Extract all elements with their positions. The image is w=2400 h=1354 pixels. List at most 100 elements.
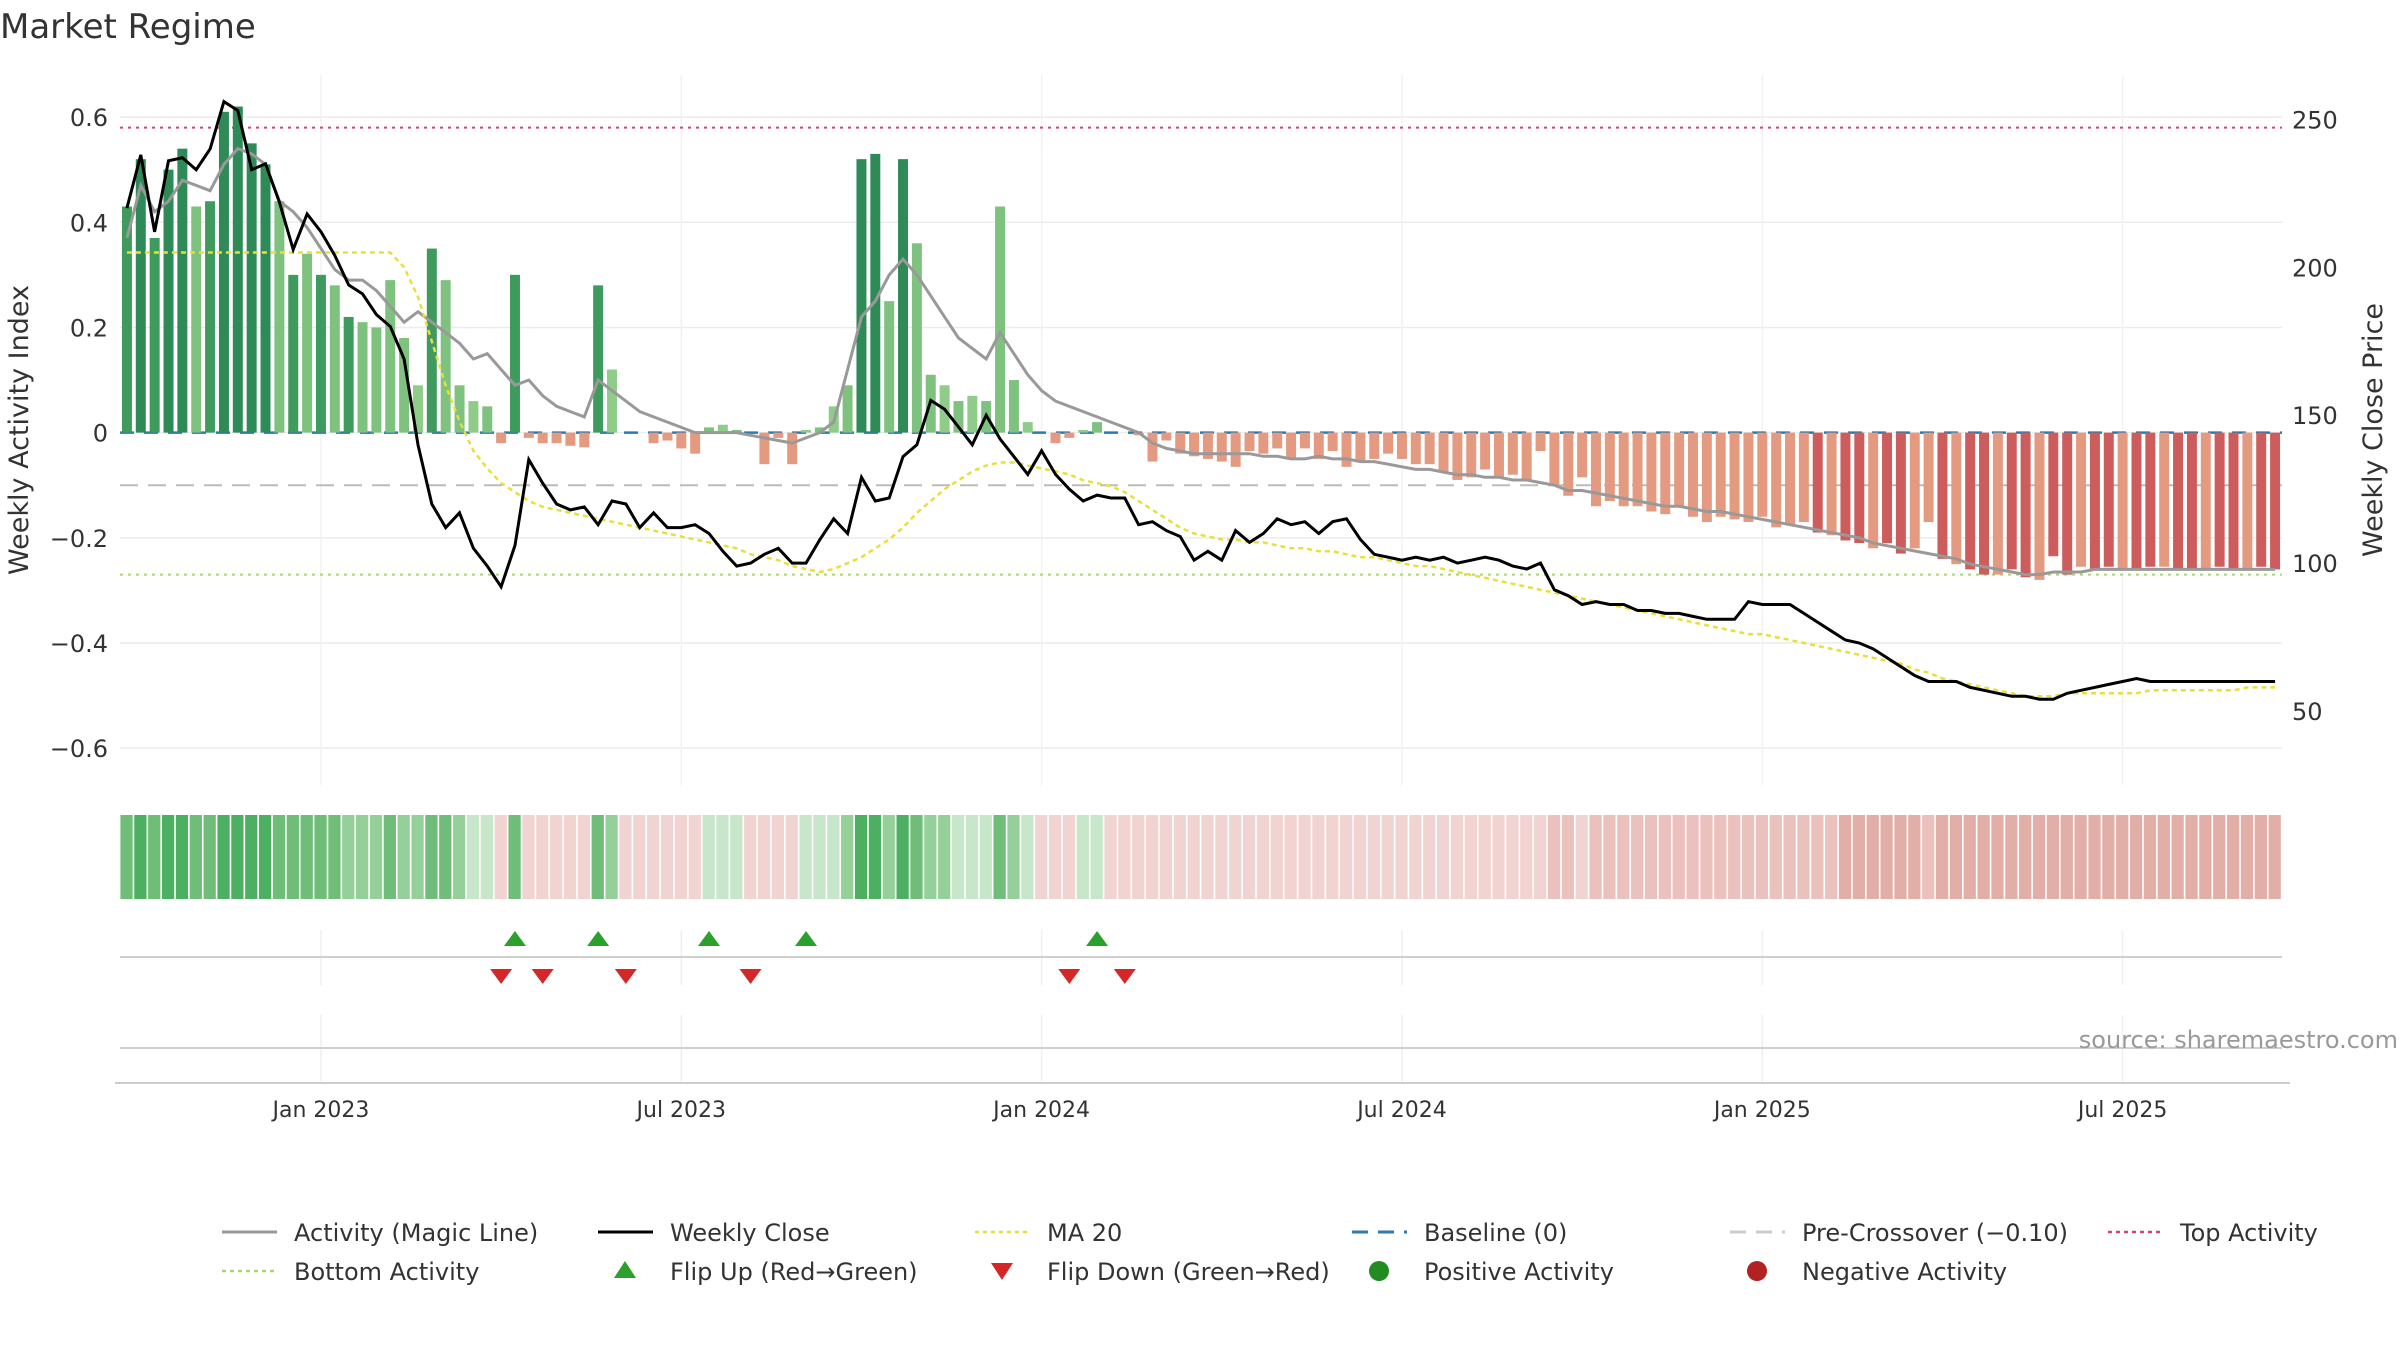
activity-bar: [1216, 432, 1227, 462]
legend-label: Flip Down (Green→Red): [1047, 1258, 1330, 1286]
regime-cell: [1935, 815, 1949, 899]
flip-down-marker: [1113, 969, 1136, 984]
left-tick-label: 0.2: [70, 314, 108, 342]
activity-bar: [1715, 432, 1726, 517]
regime-cell: [1700, 815, 1713, 899]
x-tick-label: Jan 2024: [991, 1098, 1090, 1123]
regime-cell: [1658, 815, 1672, 899]
regime-cell: [827, 815, 840, 899]
activity-bar: [1396, 432, 1407, 459]
activity-bar: [1078, 430, 1089, 433]
regime-cell: [1090, 815, 1103, 899]
activity-bar: [870, 153, 881, 433]
regime-cell: [1534, 815, 1547, 899]
regime-cell: [258, 815, 272, 899]
activity-bar: [1452, 432, 1463, 480]
right-axis-label: Weekly Close Price: [2358, 303, 2389, 557]
x-tick-label: Jul 2024: [1355, 1098, 1447, 1123]
regime-cell: [2268, 815, 2281, 899]
activity-bar: [1202, 432, 1213, 459]
left-tick-label: 0: [93, 420, 108, 448]
regime-cell: [771, 815, 785, 899]
regime-cell: [120, 815, 133, 899]
regime-cell: [1298, 815, 1311, 899]
activity-bar: [260, 164, 271, 433]
regime-cell: [453, 815, 466, 899]
regime-cell: [2060, 815, 2073, 899]
regime-cell: [1326, 815, 1339, 899]
regime-cell: [841, 815, 854, 899]
regime-cell: [2046, 815, 2060, 899]
regime-cell: [2157, 815, 2170, 899]
activity-bar: [787, 432, 798, 465]
activity-bar: [1286, 432, 1297, 459]
regime-cell: [1478, 815, 1491, 899]
activity-bar: [1313, 432, 1324, 459]
activity-bar: [177, 148, 188, 433]
activity-bar: [1882, 432, 1893, 544]
activity-bar: [343, 316, 354, 433]
activity-bar: [1771, 432, 1782, 528]
legend-swatch: [1369, 1261, 1389, 1281]
regime-cell: [1381, 815, 1394, 899]
activity-bar: [2173, 432, 2184, 570]
activity-bar: [953, 401, 964, 433]
regime-cell: [2213, 815, 2226, 899]
regime-cell: [785, 815, 798, 899]
activity-bar: [274, 201, 285, 433]
activity-bar: [704, 427, 714, 433]
activity-bar: [814, 427, 825, 433]
activity-bar: [1840, 432, 1851, 541]
activity-bar: [842, 385, 853, 433]
activity-bar: [1175, 432, 1186, 454]
right-tick-label: 50: [2292, 698, 2323, 726]
left-tick-label: 0.4: [70, 209, 108, 237]
regime-cell: [896, 815, 909, 899]
activity-bar: [1410, 432, 1421, 465]
activity-bar: [884, 301, 895, 433]
activity-bar: [454, 385, 465, 433]
regime-cell: [1048, 815, 1062, 899]
regime-cell: [342, 815, 355, 899]
activity-bar: [218, 111, 229, 433]
regime-cell: [466, 815, 480, 899]
regime-cell: [383, 815, 396, 899]
regime-strip: [120, 815, 2281, 899]
activity-bar: [2145, 432, 2156, 567]
flip-up-marker: [1086, 931, 1109, 946]
activity-bar: [1826, 432, 1837, 536]
activity-bar: [302, 253, 313, 433]
flip-down-marker: [490, 969, 513, 984]
regime-cell: [175, 815, 189, 899]
regime-cell: [2116, 815, 2129, 899]
activity-bar: [329, 285, 340, 433]
right-tick-label: 200: [2292, 254, 2338, 282]
activity-bar: [1438, 432, 1449, 473]
activity-bar: [2034, 432, 2045, 580]
activity-bar: [399, 337, 410, 433]
regime-cell: [605, 815, 618, 899]
regime-cell: [799, 815, 812, 899]
regime-cell: [633, 815, 646, 899]
regime-cell: [1838, 815, 1852, 899]
regime-cell: [425, 815, 438, 899]
regime-cell: [730, 815, 743, 899]
regime-cell: [2088, 815, 2101, 899]
regime-cell: [1894, 815, 1907, 899]
activity-bar: [1895, 432, 1906, 554]
activity-bar: [1092, 422, 1103, 433]
regime-cell: [2102, 815, 2115, 899]
activity-bar: [2256, 432, 2267, 567]
regime-cell: [161, 815, 175, 899]
regime-cell: [397, 815, 410, 899]
regime-cell: [2240, 815, 2254, 899]
x-tick-label: Jan 2025: [1712, 1098, 1811, 1123]
regime-cell: [411, 815, 424, 899]
activity-bar: [911, 243, 922, 433]
activity-bar: [412, 385, 423, 433]
activity-bar: [1507, 432, 1518, 475]
activity-bar: [2200, 432, 2211, 570]
regime-cell: [1437, 815, 1450, 899]
regime-cell: [314, 815, 327, 899]
legend-item: Bottom Activity: [222, 1258, 479, 1286]
